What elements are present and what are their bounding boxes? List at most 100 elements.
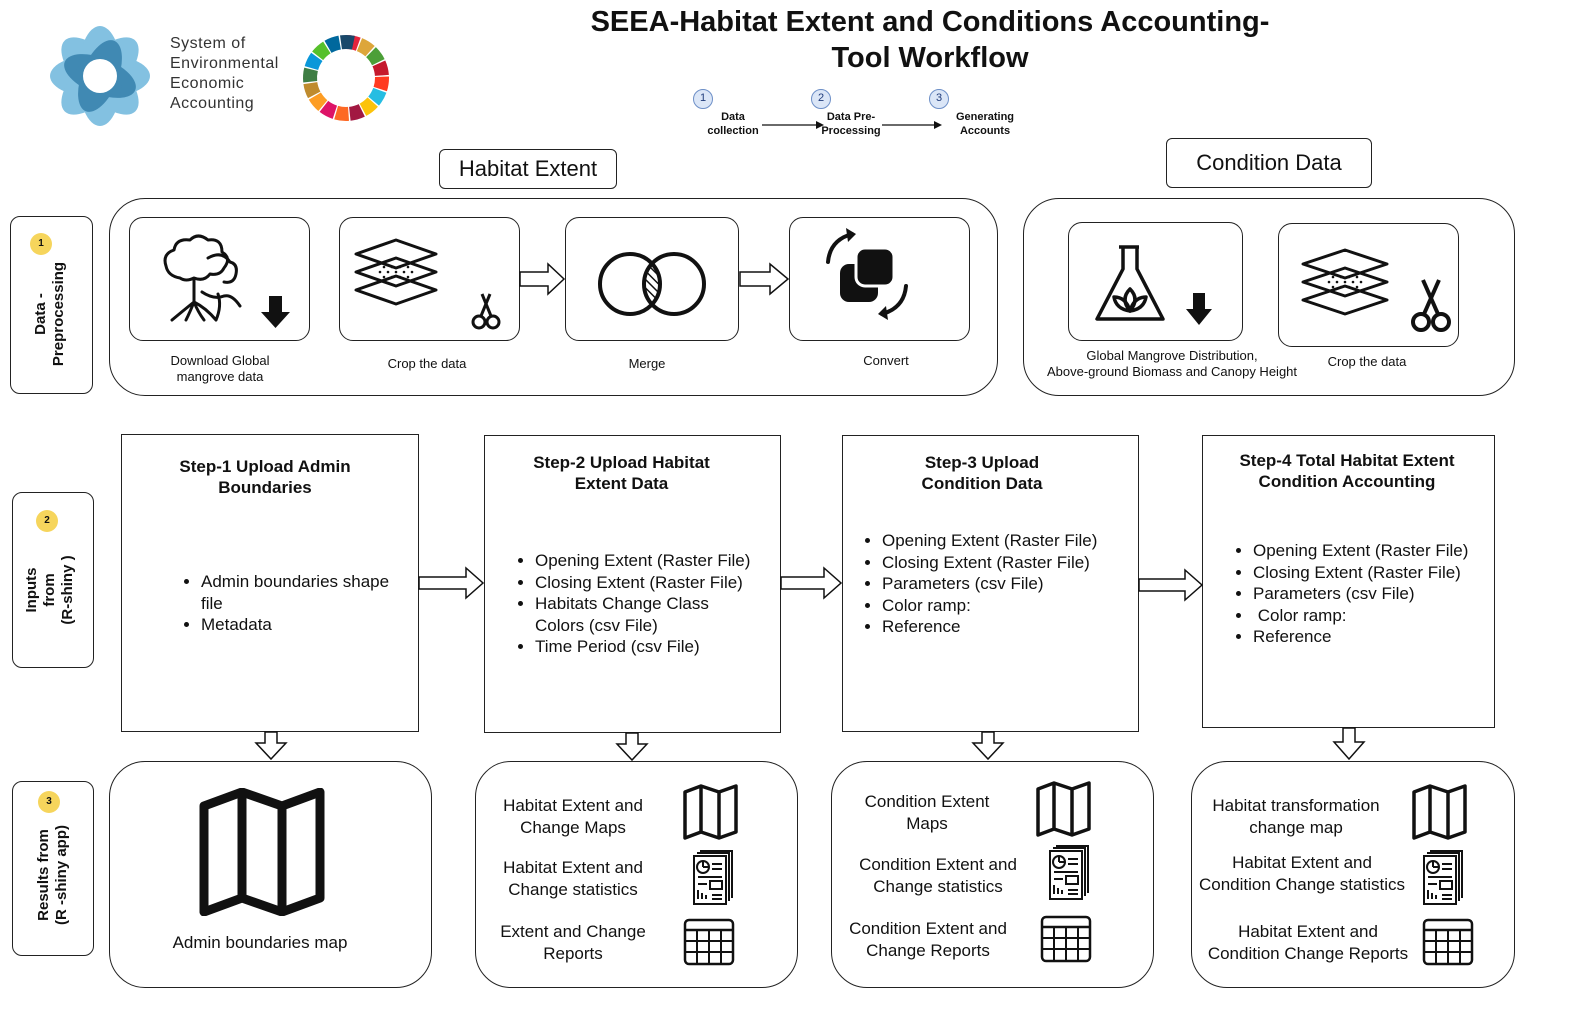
arrow-step2-down xyxy=(615,732,649,762)
arrow-step4-down xyxy=(1332,727,1366,761)
list-item: Closing Extent (Raster File) xyxy=(882,552,1152,574)
table-icon xyxy=(683,918,735,966)
page-title: SEEA-Habitat Extent and Conditions Accou… xyxy=(590,6,1270,74)
global-mangrove-label: Global Mangrove Distribution, Above-grou… xyxy=(1046,348,1298,379)
step-4-title: Step-4 Total Habitat Extent Condition Ac… xyxy=(1239,451,1455,491)
result-3-item-2-label: Condition Extent and Change statistics xyxy=(859,855,1017,896)
convert-card xyxy=(789,217,970,341)
row-2-text: Inputs from (R-shiny ) xyxy=(23,555,76,625)
result-2-item-2-label: Habitat Extent and Change statistics xyxy=(503,858,643,899)
row-label-results xyxy=(12,781,94,956)
workflow-arrows xyxy=(762,121,942,129)
result-3-item-1-label: Condition Extent Maps xyxy=(864,792,990,833)
map-icon xyxy=(199,788,325,916)
list-item: Color ramp: xyxy=(882,595,1152,617)
step-2-box xyxy=(484,435,781,733)
list-item: Opening Extent (Raster File) xyxy=(535,550,797,572)
arrow-step1-to-step2 xyxy=(418,566,485,600)
result-2-box xyxy=(475,761,798,988)
condition-crop-label: Crop the data xyxy=(1327,354,1407,369)
row-label-data-preprocessing xyxy=(10,216,93,394)
result-2-item-1-label: Habitat Extent and Change Maps xyxy=(503,796,643,837)
statistics-report-icon xyxy=(693,850,733,905)
seea-logo-text: System of Environmental Economic Account… xyxy=(170,35,279,112)
arrow-step1-down xyxy=(254,731,288,761)
sdg-wheel-icon xyxy=(303,34,389,121)
condition-crop-card xyxy=(1278,223,1459,347)
crop-data-label: Crop the data xyxy=(387,356,467,371)
list-item: Color ramp: xyxy=(1253,605,1515,627)
flask-download-icon xyxy=(1095,245,1212,325)
row-1-text: Data - Preprocessing xyxy=(32,261,67,367)
result-3-box xyxy=(831,761,1154,988)
result-2-item-3-label: Extent and Change Reports xyxy=(500,922,646,963)
condition-data-title: Condition Data xyxy=(1166,138,1372,188)
table-icon xyxy=(1040,915,1092,963)
download-mangrove-card xyxy=(129,217,310,341)
workflow-step-1-number: 1 xyxy=(693,89,713,109)
statistics-report-icon xyxy=(1423,850,1463,905)
result-4-item-2-label: Habitat Extent and Condition Change stat… xyxy=(1198,853,1405,894)
workflow-step-2-label: Data Pre- Processing xyxy=(821,111,881,137)
global-mangrove-card xyxy=(1068,222,1243,341)
crop-data-card xyxy=(339,217,520,341)
arrow-merge-to-convert xyxy=(739,262,790,296)
layers-scissors-icon xyxy=(354,238,501,330)
workflow-step-3-label: Generating Accounts xyxy=(955,111,1015,137)
list-item: Opening Extent (Raster File) xyxy=(1253,540,1515,562)
step-1-title: Step-1 Upload Admin Boundaries xyxy=(179,457,351,497)
step-1-box xyxy=(121,434,419,732)
list-item: Time Period (csv File) xyxy=(535,636,797,658)
list-item: Reference xyxy=(1253,626,1515,648)
map-icon xyxy=(683,784,738,840)
map-icon xyxy=(1036,781,1091,837)
sdg-wheel-logo xyxy=(302,34,390,122)
result-4-item-3-label: Habitat Extent and Condition Change Repo… xyxy=(1207,922,1409,963)
arrow-step3-to-step4 xyxy=(1138,568,1204,602)
workflow-step-3-number: 3 xyxy=(929,89,949,109)
seea-logo xyxy=(46,24,154,128)
workflow-step-1-label: Data collection xyxy=(707,111,759,137)
habitat-extent-title: Habitat Extent xyxy=(439,149,617,189)
list-item: Closing Extent (Raster File) xyxy=(535,572,797,594)
list-item: Closing Extent (Raster File) xyxy=(1253,562,1515,584)
convert-icon xyxy=(826,228,908,320)
row-label-inputs xyxy=(12,492,94,668)
step-1-bullets: Admin boundaries shape file Metadata xyxy=(181,571,431,636)
arrow-step2-to-step3 xyxy=(780,566,843,600)
step-3-bullets: Opening Extent (Raster File) Closing Ext… xyxy=(862,530,1152,638)
mangrove-download-icon xyxy=(163,234,290,328)
download-mangrove-label: Download Global mangrove data xyxy=(170,353,270,384)
table-icon xyxy=(1422,918,1474,966)
step-3-box xyxy=(842,435,1139,732)
arrow-crop-to-merge xyxy=(519,262,566,296)
step-2-bullets: Opening Extent (Raster File) Closing Ext… xyxy=(515,550,797,658)
row-1-badge: 1 xyxy=(30,233,52,255)
result-1-label: Admin boundaries map xyxy=(172,933,348,952)
list-item: Metadata xyxy=(201,614,431,636)
row-3-badge: 3 xyxy=(38,791,60,813)
seea-logo-icon xyxy=(50,26,150,126)
layers-scissors-icon xyxy=(1301,248,1451,332)
list-item: Admin boundaries shape file xyxy=(201,571,431,614)
statistics-report-icon xyxy=(1049,845,1089,900)
list-item: Habitats Change Class Colors (csv File) xyxy=(535,593,797,636)
step-2-title: Step-2 Upload Habitat Extent Data xyxy=(533,453,710,493)
merge-circles-icon xyxy=(598,252,706,316)
result-3-item-3-label: Condition Extent and Change Reports xyxy=(849,919,1007,960)
row-3-text: Results from (R -shiny app) xyxy=(35,825,70,925)
arrow-step3-down xyxy=(971,731,1005,761)
merge-label: Merge xyxy=(628,356,666,371)
map-icon xyxy=(1412,784,1467,840)
step-4-bullets: Opening Extent (Raster File) Closing Ext… xyxy=(1233,540,1515,648)
list-item: Reference xyxy=(882,616,1152,638)
convert-label: Convert xyxy=(863,353,909,368)
result-4-item-1-label: Habitat transformation change map xyxy=(1212,796,1380,837)
step-3-title: Step-3 Upload Condition Data xyxy=(921,453,1043,493)
row-2-badge: 2 xyxy=(36,510,58,532)
list-item: Parameters (csv File) xyxy=(882,573,1152,595)
merge-card xyxy=(565,217,739,341)
step-4-box xyxy=(1202,435,1495,728)
list-item: Opening Extent (Raster File) xyxy=(882,530,1152,552)
list-item: Parameters (csv File) xyxy=(1253,583,1515,605)
